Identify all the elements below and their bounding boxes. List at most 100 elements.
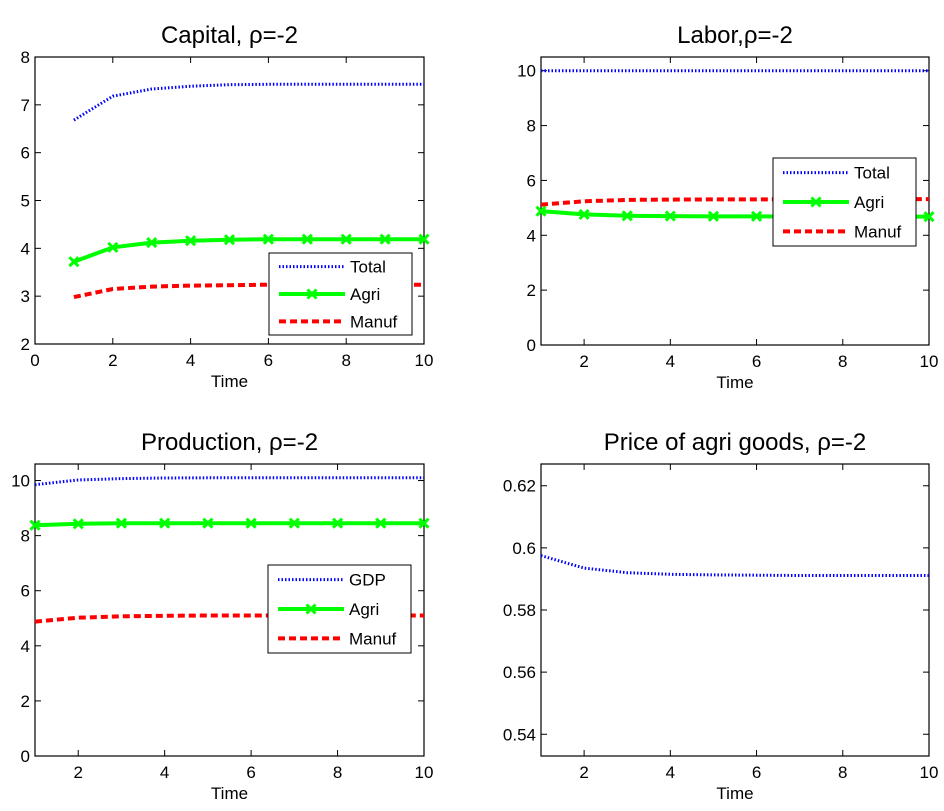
series-line xyxy=(73,237,424,264)
chart-title: Price of agri goods, ρ=-2 xyxy=(604,429,866,456)
x-tick-label: 6 xyxy=(752,763,761,782)
data-point-marker xyxy=(146,237,158,249)
legend-entry: Manuf xyxy=(854,222,902,241)
y-tick-label: 2 xyxy=(527,281,536,300)
legend: Total Agri Manuf xyxy=(268,252,413,336)
legend-entry: Total xyxy=(854,164,890,183)
data-point-marker xyxy=(245,517,257,529)
x-tick-label: 6 xyxy=(246,763,255,782)
legend-entry: Total xyxy=(350,258,386,277)
series-total xyxy=(73,82,424,122)
x-tick-label: 10 xyxy=(920,352,939,371)
chart-panel-2: Labor,ρ=-2 2 4 6 8 10 0 2 4 6 8 10 Time Total Agri Manu… xyxy=(517,22,938,392)
x-tick-label: 4 xyxy=(160,763,169,782)
y-tick-label: 0.58 xyxy=(503,601,536,620)
legend-marker xyxy=(306,288,318,300)
data-point-marker xyxy=(375,517,387,529)
y-tick-label: 6 xyxy=(21,582,30,601)
y-tick-label: 0.6 xyxy=(512,539,536,558)
x-tick-label: 2 xyxy=(108,351,117,370)
y-tick-label: 7 xyxy=(21,96,30,115)
series-agri xyxy=(29,517,430,531)
x-axis-label: Time xyxy=(211,372,248,391)
data-point-marker xyxy=(262,233,274,245)
y-tick-label: 5 xyxy=(21,192,30,211)
x-tick-label: 8 xyxy=(341,351,350,370)
x-tick-label: 10 xyxy=(920,763,939,782)
data-point-marker xyxy=(379,233,391,245)
x-tick-label: 0 xyxy=(30,351,39,370)
y-tick-label: 3 xyxy=(21,287,30,306)
y-tick-label: 6 xyxy=(21,144,30,163)
legend-entry: Manuf xyxy=(350,312,398,331)
series-line xyxy=(540,554,929,577)
y-tick-label: 4 xyxy=(21,637,30,656)
chart-title: Capital, ρ=-2 xyxy=(161,22,298,49)
y-tick-label: 6 xyxy=(527,171,536,190)
x-tick-label: 6 xyxy=(752,352,761,371)
legend-entry: GDP xyxy=(349,571,386,590)
y-tick-label: 0 xyxy=(527,336,536,355)
series-line xyxy=(34,521,424,528)
legend: Total Agri Manuf xyxy=(772,157,917,247)
legend-entry: Agri xyxy=(349,600,379,619)
data-point-marker xyxy=(923,211,935,223)
data-point-marker xyxy=(340,233,352,245)
data-point-marker xyxy=(202,517,214,529)
data-point-marker xyxy=(107,241,119,253)
x-tick-label: 10 xyxy=(415,351,434,370)
chart-panel-3: Production, ρ=-2 2 4 6 8 10 0 2 4 6 8 10 Time GDP Agri… xyxy=(11,429,433,803)
y-tick-label: 2 xyxy=(21,335,30,354)
x-tick-label: 4 xyxy=(666,763,675,782)
y-tick-label: 8 xyxy=(527,117,536,136)
data-point-marker xyxy=(664,210,676,222)
chart-panel-1: Capital, ρ=-20 2 4 6 8 102345678TimeTotalAgri… xyxy=(21,22,434,391)
x-tick-label: 8 xyxy=(838,352,847,371)
x-tick-label: 2 xyxy=(73,763,82,782)
y-tick-label: 0.56 xyxy=(503,663,536,682)
x-tick-label: 4 xyxy=(666,352,675,371)
y-tick-label: 8 xyxy=(21,527,30,546)
legend-entry: Agri xyxy=(854,193,884,212)
legend-entry: Agri xyxy=(350,285,380,304)
data-point-marker xyxy=(535,205,547,217)
y-tick-label: 0.62 xyxy=(503,477,536,496)
data-point-marker xyxy=(578,208,590,221)
y-tick-label: 8 xyxy=(21,48,30,67)
x-tick-label: 6 xyxy=(264,351,273,370)
y-tick-label: 10 xyxy=(517,62,536,81)
y-tick-label: 4 xyxy=(527,226,536,245)
x-tick-label: 8 xyxy=(333,763,342,782)
series-line xyxy=(73,82,424,122)
legend: GDP Agri Manuf xyxy=(267,564,412,654)
x-tick-label: 10 xyxy=(415,763,434,782)
data-point-marker xyxy=(418,517,430,529)
data-point-marker xyxy=(159,517,171,529)
data-point-marker xyxy=(707,210,720,222)
x-tick-label: 8 xyxy=(838,763,847,782)
data-point-marker xyxy=(223,234,236,246)
y-tick-label: 2 xyxy=(21,692,30,711)
x-tick-label: 2 xyxy=(579,352,588,371)
data-point-marker xyxy=(288,517,300,529)
x-axis-label: Time xyxy=(211,784,248,803)
x-axis-label: Time xyxy=(716,373,753,392)
data-point-marker xyxy=(115,517,128,529)
y-tick-label: 4 xyxy=(21,239,30,258)
legend-marker xyxy=(810,196,822,208)
chart-panel-4: Price of agri goods, ρ=-2 2 4 6 8 10 0.54 0.56 0… xyxy=(503,429,939,803)
chart-title: Production, ρ=-2 xyxy=(141,429,318,456)
series-line xyxy=(540,554,929,577)
data-point-marker xyxy=(331,517,344,529)
y-tick-label: 0.54 xyxy=(503,725,536,744)
plot-area xyxy=(540,463,930,757)
x-tick-label: 4 xyxy=(186,351,195,370)
data-point-marker xyxy=(301,233,313,245)
data-point-marker xyxy=(621,210,633,222)
x-axis-label: Time xyxy=(716,784,753,803)
x-tick-label: 2 xyxy=(579,763,588,782)
data-point-marker xyxy=(185,235,197,247)
series-agri xyxy=(68,233,430,268)
data-point-marker xyxy=(418,233,430,245)
legend-entry: Manuf xyxy=(349,629,397,648)
